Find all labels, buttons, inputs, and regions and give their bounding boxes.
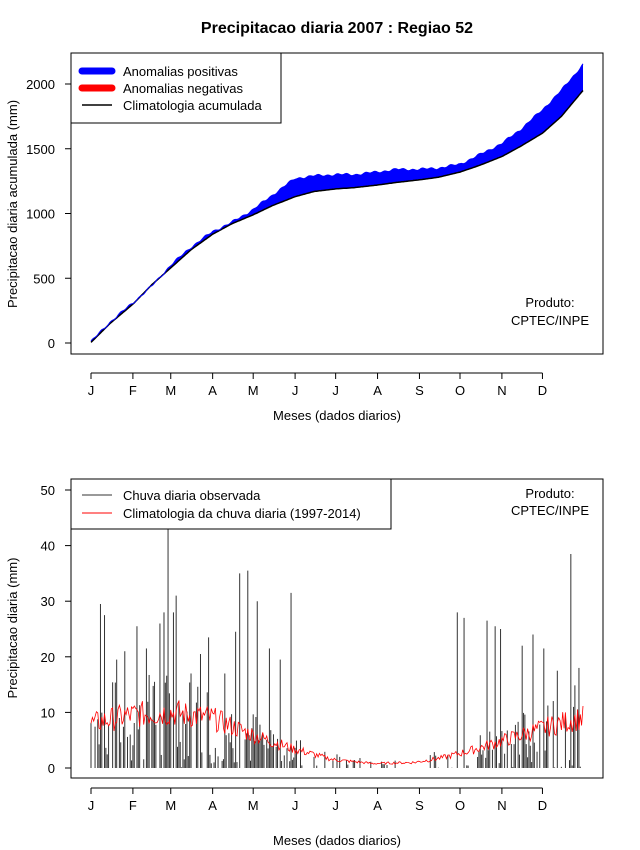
panel2-x-tick-label: J (88, 798, 95, 813)
panel1-x-tick-label: S (415, 383, 424, 398)
panel2-x-tick-label: S (415, 798, 424, 813)
panel1-x-tick-label: O (455, 383, 465, 398)
panel2-legend-box (70, 478, 392, 530)
panel1-x-tick-label: A (208, 383, 217, 398)
legend-positive-label: Anomalias positivas (123, 64, 238, 79)
panel2-x-tick-label: F (129, 798, 137, 813)
panel2-x-tick-label: J (332, 798, 339, 813)
panel2-credit-line1: Produto: (525, 486, 574, 501)
panel1-x-tick-label: N (497, 383, 506, 398)
panel1-credit-line1: Produto: (525, 295, 574, 310)
panel1-y-axis: 0 500 1000 1500 2000 (26, 77, 72, 351)
climatology-accumulated-line (90, 90, 584, 343)
panel1-x-tick-label: M (165, 383, 176, 398)
daily-panel: 0 10 20 30 40 50 J F M A M J J A S O N D Meses (dados di… (5, 478, 604, 848)
panel2-legend: Chuva diaria observada Climatologia da c… (70, 478, 392, 530)
observed-accumulated-line (90, 63, 584, 342)
panel2-y-axis: 0 10 20 30 40 50 (41, 483, 72, 776)
panel2-y-tick-label: 50 (41, 483, 55, 498)
panel2-x-tick-label: J (292, 798, 299, 813)
panel1-x-tick-label: M (248, 383, 259, 398)
panel2-y-tick-label: 20 (41, 650, 55, 665)
panel2-y-tick-label: 30 (41, 594, 55, 609)
panel2-y-label: Precipitacao diaria (mm) (5, 558, 20, 699)
panel2-x-tick-label: M (165, 798, 176, 813)
panel1-x-tick-label: A (373, 383, 382, 398)
panel2-y-tick-label: 40 (41, 539, 55, 554)
panel2-x-tick-label: N (497, 798, 506, 813)
legend-negative-label: Anomalias negativas (123, 81, 243, 96)
panel2-x-label: Meses (dados diarios) (273, 833, 401, 848)
panel2-y-tick-label: 0 (48, 761, 55, 776)
legend-climatology-label: Climatologia acumulada (123, 98, 263, 113)
panel1-y-tick-label: 1000 (26, 207, 55, 222)
panel1-legend: Anomalias positivas Anomalias negativas … (70, 52, 282, 124)
panel1-x-tick-label: J (332, 383, 339, 398)
panel1-x-label: Meses (dados diarios) (273, 408, 401, 423)
observed-daily-bars (90, 526, 581, 768)
panel2-x-tick-label: D (538, 798, 547, 813)
panel2-x-tick-label: O (455, 798, 465, 813)
panel1-x-tick-label: J (292, 383, 299, 398)
legend-climatology-daily-label: Climatologia da chuva diaria (1997-2014) (123, 506, 361, 521)
panel1-x-tick-label: F (129, 383, 137, 398)
panel2-x-tick-label: A (373, 798, 382, 813)
panel1-y-tick-label: 0 (48, 336, 55, 351)
panel2-x-tick-label: M (248, 798, 259, 813)
panel1-y-tick-label: 2000 (26, 77, 55, 92)
panel1-y-tick-label: 500 (33, 271, 55, 286)
panel2-x-tick-label: A (208, 798, 217, 813)
panel1-x-tick-label: J (88, 383, 95, 398)
panel2-y-tick-label: 10 (41, 705, 55, 720)
panel1-x-tick-label: D (538, 383, 547, 398)
panel1-credit-line2: CPTEC/INPE (511, 313, 589, 328)
climatology-daily-line (90, 699, 584, 766)
accumulated-panel: 0 500 1000 1500 2000 J F M A M J J A S O N D Meses (dad… (5, 52, 604, 423)
legend-observed-label: Chuva diaria observada (123, 488, 261, 503)
panel1-y-label: Precipitacao diaria acumulada (mm) (5, 100, 20, 308)
chart-title: Precipitacao diaria 2007 : Regiao 52 (201, 20, 473, 37)
panel1-y-tick-label: 1500 (26, 142, 55, 157)
panel2-credit-line2: CPTEC/INPE (511, 503, 589, 518)
